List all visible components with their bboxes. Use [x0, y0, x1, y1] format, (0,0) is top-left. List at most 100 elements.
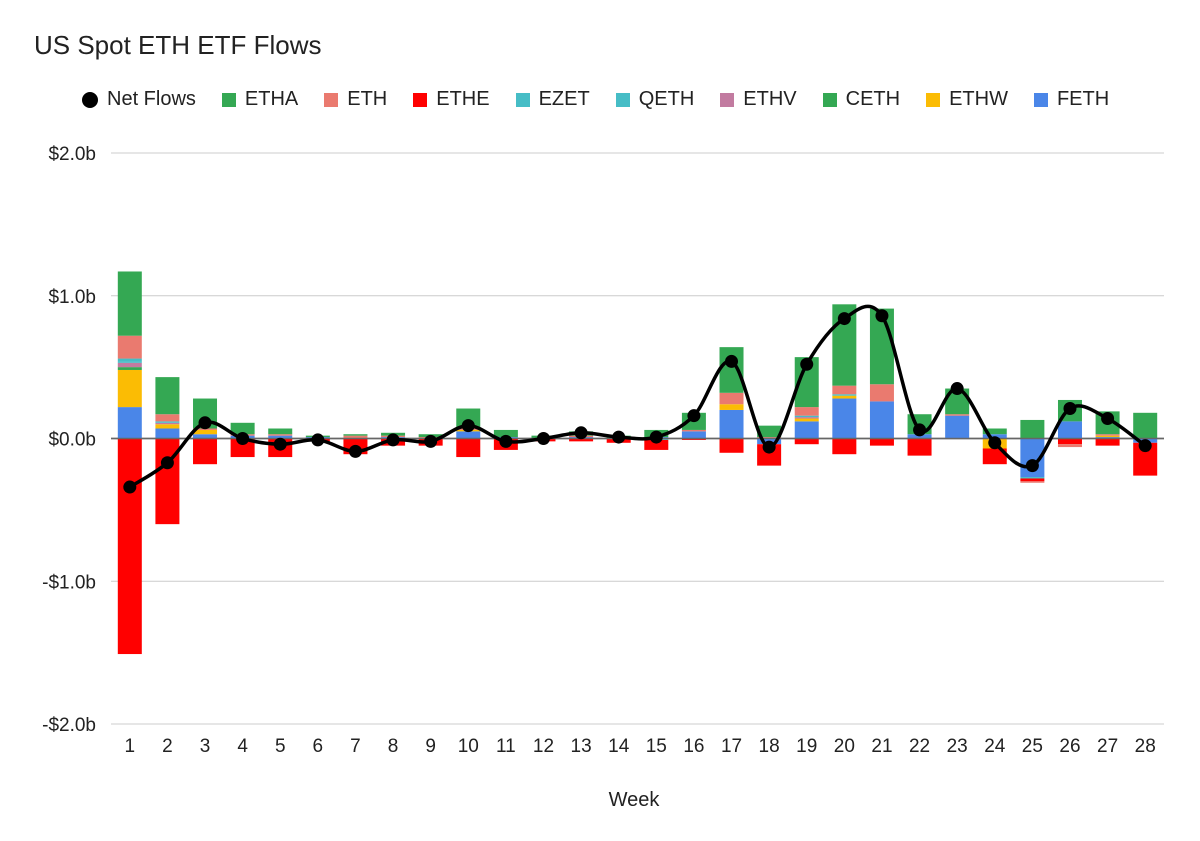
bar-ethe	[644, 439, 669, 450]
legend-label: ETHE	[436, 88, 490, 110]
legend-swatch	[720, 92, 735, 107]
bar-eth	[869, 384, 894, 402]
bar-ethw	[193, 429, 218, 435]
bar-eth	[1095, 434, 1120, 436]
x-tick-label: 24	[984, 736, 1006, 757]
x-tick-label: 22	[909, 736, 930, 757]
x-tick-label: 3	[200, 736, 211, 757]
bar-ezet	[832, 394, 857, 396]
bar-etha	[493, 429, 518, 438]
bar-ethe	[1057, 438, 1082, 445]
bar-feth	[945, 415, 970, 439]
net-flows-point	[499, 434, 513, 448]
legend-swatch	[413, 92, 428, 107]
legend-label: ETHA	[244, 88, 299, 110]
bar-feth	[193, 434, 218, 439]
bar-eth	[1057, 444, 1082, 448]
net-flows-point	[536, 432, 550, 445]
x-tick-label: 15	[646, 736, 667, 757]
bar-ethe	[907, 438, 932, 456]
y-tick-label: $0.0b	[48, 430, 96, 451]
net-flows-point	[687, 409, 701, 423]
bar-feth	[832, 398, 857, 439]
bar-feth	[794, 421, 819, 439]
legend-swatch	[1033, 92, 1048, 107]
legend-label: FETH	[1056, 88, 1110, 110]
bar-feth	[1057, 421, 1082, 439]
legend-swatch	[822, 92, 837, 107]
legend-swatch	[926, 92, 941, 107]
bar-ethw	[155, 424, 180, 429]
bar-ethv	[117, 362, 142, 368]
legend-label: ETH	[347, 88, 388, 110]
bar-ethw	[117, 369, 142, 408]
net-flows-point	[725, 354, 739, 368]
bar-etha	[757, 425, 782, 438]
net-flows-point	[386, 433, 400, 447]
net-flows-point	[875, 309, 889, 323]
chart-title: US Spot ETH ETF Flows	[34, 30, 322, 60]
bar-eth	[343, 435, 368, 439]
bar-etha	[456, 408, 481, 428]
bar-feth	[719, 409, 744, 439]
bar-ethe	[193, 438, 218, 465]
x-axis-label: Week	[609, 789, 661, 811]
legend-label: CETH	[845, 88, 901, 110]
bar-feth	[155, 428, 180, 439]
x-tick-label: 26	[1059, 736, 1080, 757]
net-flows-point	[424, 434, 438, 448]
bar-feth	[456, 431, 481, 439]
x-tick-label: 17	[721, 736, 742, 757]
y-tick-label: -$2.0b	[42, 715, 96, 736]
x-tick-label: 4	[237, 736, 248, 757]
bar-ceth	[117, 367, 142, 370]
bar-ethe	[982, 448, 1007, 465]
legend-label: ETHW	[949, 88, 1008, 110]
net-flows-point	[649, 430, 663, 444]
bar-ethw	[832, 395, 857, 399]
bar-eth	[832, 385, 857, 395]
x-tick-label: 13	[571, 736, 592, 757]
x-tick-label: 23	[947, 736, 968, 757]
x-tick-label: 10	[458, 736, 479, 757]
net-flows-point	[198, 416, 212, 430]
legend-item-ethv: ETHV	[720, 88, 797, 111]
bar-feth	[681, 431, 706, 439]
y-tick-label: $1.0b	[48, 287, 96, 308]
legend-swatch	[221, 92, 236, 107]
bar-ezet	[155, 421, 180, 423]
bar-etha	[268, 428, 293, 435]
net-flows-point	[1025, 459, 1039, 473]
net-flows-point	[160, 456, 174, 470]
legend-label: QETH	[638, 88, 695, 110]
legend-swatch	[515, 92, 530, 107]
net-flows-point	[574, 426, 588, 440]
legend-item-qeth: QETH	[615, 88, 695, 111]
net-flows-point	[273, 437, 287, 451]
legend-swatch	[615, 92, 630, 107]
legend-item-feth: FETH	[1033, 88, 1110, 111]
bar-etha	[1133, 412, 1158, 439]
x-tick-label: 8	[388, 736, 399, 757]
bar-etha	[343, 434, 368, 436]
net-flows-point	[612, 430, 626, 444]
net-flows-point	[236, 432, 250, 445]
legend-item-net-flows: Net Flows	[82, 88, 196, 111]
x-tick-label: 25	[1022, 736, 1043, 757]
net-flows-point	[311, 433, 325, 447]
bar-ethe	[719, 438, 744, 453]
net-flows-point	[950, 382, 964, 396]
legend-swatch	[82, 91, 98, 108]
bar-etha	[230, 422, 255, 435]
x-tick-label: 27	[1097, 736, 1118, 757]
x-tick-label: 20	[834, 736, 855, 757]
x-tick-label: 6	[313, 736, 324, 757]
x-tick-label: 16	[683, 736, 704, 757]
x-tick-label: 5	[275, 736, 286, 757]
bar-ethw	[1095, 435, 1120, 438]
bar-ethw	[794, 418, 819, 422]
legend-label: Net Flows	[107, 88, 196, 110]
net-flows-point	[348, 444, 362, 458]
